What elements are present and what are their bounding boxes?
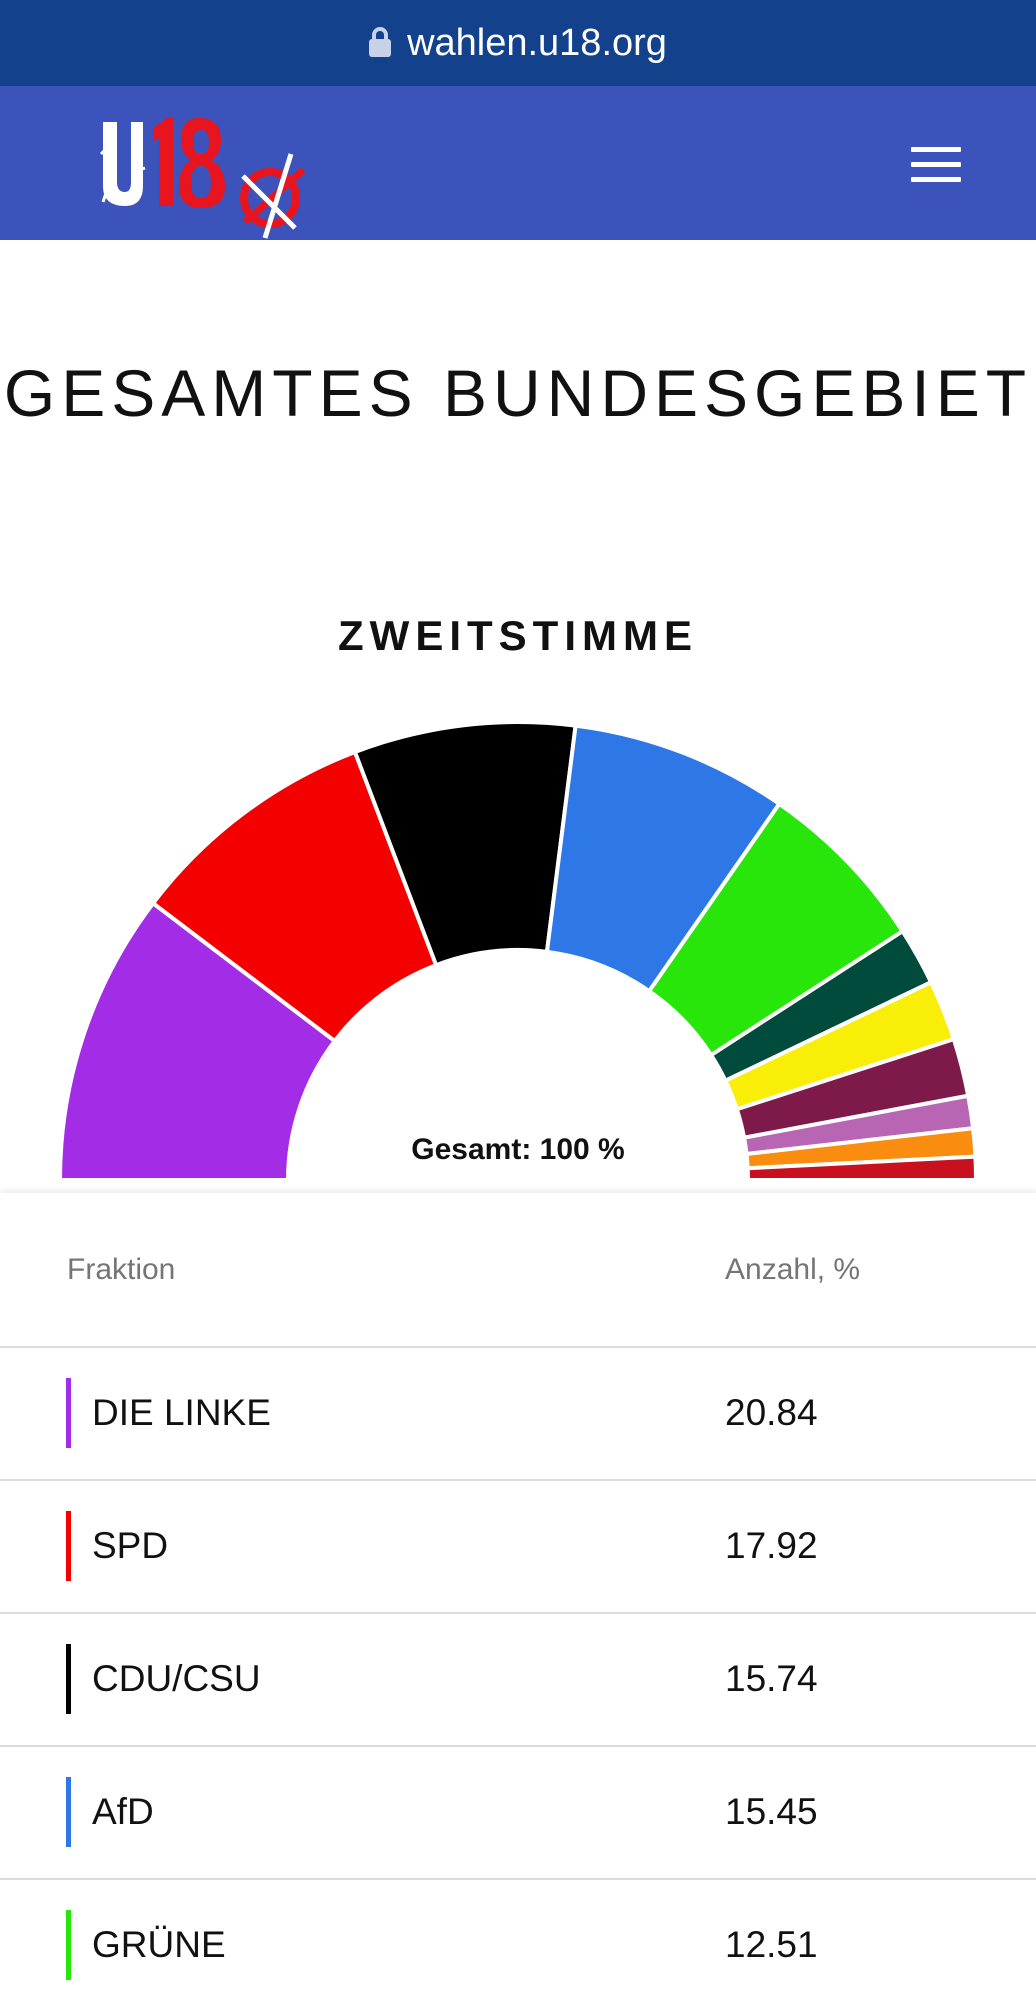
party-percentage: 15.74 [725,1658,818,1699]
column-header-party[interactable]: Fraktion [67,1253,176,1286]
party-percentage: 17.92 [725,1525,818,1566]
party-name: DIE LINKE [92,1392,271,1433]
party-color-swatch [66,1644,71,1714]
chart-slice-die-linke[interactable] [57,900,338,1182]
party-color-swatch [66,1910,71,1980]
party-color-swatch [66,1777,71,1847]
party-name: CDU/CSU [92,1658,261,1699]
party-percentage: 20.84 [725,1392,818,1433]
party-color-swatch [66,1378,71,1448]
party-name: AfD [92,1791,154,1832]
chart-title: ZWEITSTIMME [338,612,698,659]
chart-slice-other-10[interactable] [745,1154,979,1182]
browser-url-bar[interactable]: wahlen.u18.org [0,0,1036,86]
u18-logo[interactable] [95,110,320,240]
chart-total-label: Gesamt: 100 % [411,1133,625,1166]
table-row[interactable]: GRÜNE 12.51 [0,1880,1036,2000]
table-row[interactable]: SPD 17.92 [0,1481,1036,1614]
table-header: Fraktion Anzahl, % [0,1193,1036,1348]
logo-number-18 [153,118,225,208]
party-percentage: 12.51 [725,1924,818,1965]
table-row[interactable]: CDU/CSU 15.74 [0,1614,1036,1747]
logo-letter-u [99,122,146,206]
party-name: GRÜNE [92,1924,226,1965]
hamburger-menu-icon[interactable] [906,145,966,185]
zweitstimme-half-donut-chart [57,720,979,1182]
url-text: wahlen.u18.org [407,21,667,64]
page-title: GESAMTES BUNDESGEBIET [3,356,1033,430]
party-percentage: 15.45 [725,1791,818,1832]
ballot-cross-icon [240,153,306,239]
party-name: SPD [92,1525,169,1566]
table-row[interactable]: DIE LINKE 20.84 [0,1348,1036,1481]
party-color-swatch [66,1511,71,1581]
table-row[interactable]: AfD 15.45 [0,1747,1036,1880]
column-header-value[interactable]: Anzahl, % [725,1253,861,1286]
lock-icon [369,27,392,57]
results-table: Fraktion Anzahl, % DIE LINKE 20.84 SPD 17.9… [0,1193,1036,2000]
